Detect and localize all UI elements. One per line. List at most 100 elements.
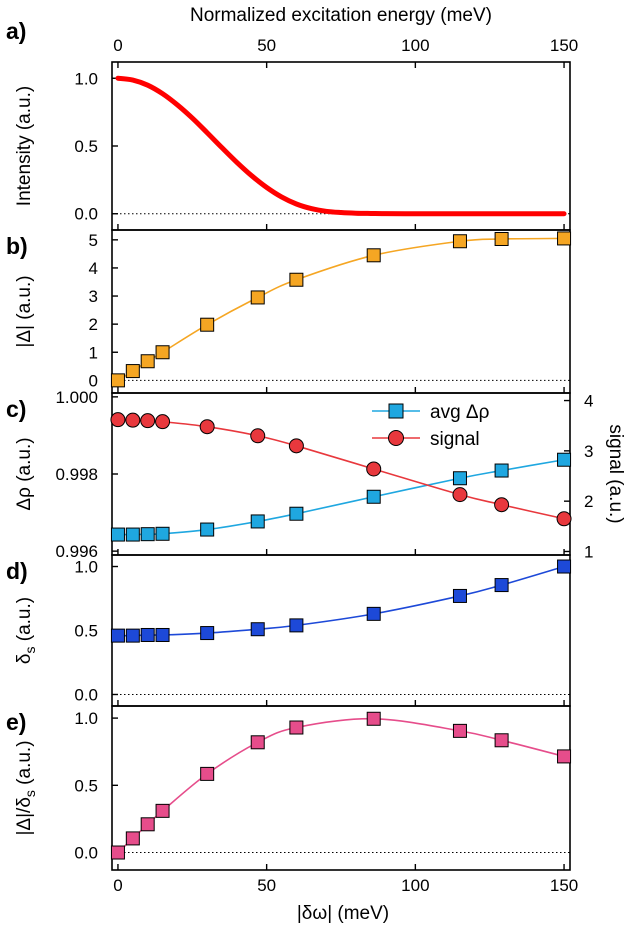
data-point [200,317,215,332]
panel-b: 0 1 2 3 4 5 b) |Δ| (a.u.) [6,229,572,394]
data-point [125,412,141,428]
panels: 0.0 0.5 1.0 a) Intensity (a.u.) 0 1 2 3 4 5 b) |Δ| (… [6,18,626,871]
data-point [366,606,381,621]
panel-b-label: b) [6,233,28,259]
ytick-right-label: 4 [584,392,593,411]
top-xtick-label: 50 [257,36,276,55]
data-point [125,628,140,643]
series-d-0-line [117,565,565,637]
data-point [199,419,215,435]
data-point [110,412,126,428]
panel-c-label: c) [6,396,26,422]
ytick-label: 2 [89,315,98,334]
data-point [110,845,125,860]
data-point [250,514,265,529]
panel-c: 0.996 0.998 1.000 1 2 3 4 c) Δρ (a.u.) signal (a.… [6,388,626,562]
ytick-label: 0.5 [74,622,98,641]
data-point [110,628,125,643]
data-point [288,438,304,454]
data-point [452,471,467,486]
data-point [250,622,265,637]
series-a-0-line [115,75,567,217]
data-point [155,414,171,430]
data-point [452,487,468,503]
panel-e-frame [111,705,571,871]
ytick-label: 0.5 [74,137,98,156]
legend-label: signal [430,429,480,450]
data-point [155,627,170,642]
top-axis-label: Normalized excitation energy (meV) [190,5,492,26]
ytick-label: 4 [89,259,98,278]
ytick-label: 0.5 [74,776,98,795]
data-point [557,452,572,467]
panel-a-ylabel: Intensity (a.u.) [14,86,35,206]
data-point [366,248,381,263]
ytick-label: 1.0 [74,69,98,88]
data-point [155,526,170,541]
data-point [200,626,215,641]
ytick-label: 0.0 [74,685,98,704]
data-point [250,290,265,305]
top-xtick-label: 150 [550,36,578,55]
panel-e-ylabel: |Δ|/δs (a.u.) [14,740,38,835]
data-point [556,511,572,527]
data-point [452,234,467,249]
data-point [366,461,382,477]
panel-d: 0.0 0.5 1.0 d) δs (a.u.) [6,554,572,707]
data-point [200,522,215,537]
data-point [200,766,215,781]
data-point [289,272,304,287]
top-axis: Normalized excitation energy (meV) 0 50 10… [113,5,578,55]
data-point [140,354,155,369]
ytick-label: 1.0 [74,558,98,577]
bottom-xtick-label: 150 [550,876,578,895]
ytick-right-label: 2 [584,492,593,511]
top-xtick-label: 0 [113,36,122,55]
data-point [494,733,509,748]
data-point [140,413,156,429]
panel-a-label: a) [6,18,26,44]
data-point [110,527,125,542]
ytick-label: 5 [89,231,98,250]
data-point [140,817,155,832]
data-point [494,231,509,246]
bottom-xtick-label: 100 [401,876,429,895]
data-point [494,497,510,513]
legend-label: avg Δρ [430,402,490,423]
data-point [289,618,304,633]
panel-d-label: d) [6,558,28,584]
data-point [366,489,381,504]
ytick-label: 0.0 [74,844,98,863]
data-point [494,578,509,593]
data-point [125,527,140,542]
data-point [557,559,572,574]
bottom-axis-label: |δω| (meV) [297,903,389,924]
data-point [452,723,467,738]
panel-e-label: e) [6,709,26,735]
data-point [250,735,265,750]
series-b-0-line [117,237,565,382]
bottom-axis: |δω| (meV) 0 50 100 150 [113,876,578,924]
bottom-xtick-label: 0 [113,876,122,895]
data-point [140,627,155,642]
legend-marker [388,430,404,446]
data-point [557,231,572,246]
data-point [110,373,125,388]
ytick-label: 1 [89,343,98,362]
panel-d-frame [111,554,571,707]
ytick-right-label: 3 [584,442,593,461]
data-point [155,803,170,818]
data-point [557,749,572,764]
top-xtick-label: 100 [401,36,429,55]
ytick-right-label: 1 [584,542,593,561]
ytick-label: 0.998 [55,465,98,484]
panel-b-ylabel: |Δ| (a.u.) [14,275,35,347]
panel-a: 0.0 0.5 1.0 a) Intensity (a.u.) [6,18,571,231]
data-point [494,463,509,478]
ytick-label: 1.0 [74,709,98,728]
data-point [140,527,155,542]
panel-e: 0.0 0.5 1.0 e) |Δ|/δs (a.u.) [6,705,572,871]
ytick-label: 3 [89,287,98,306]
panel-a-frame [111,61,571,231]
bottom-xtick-label: 50 [257,876,276,895]
